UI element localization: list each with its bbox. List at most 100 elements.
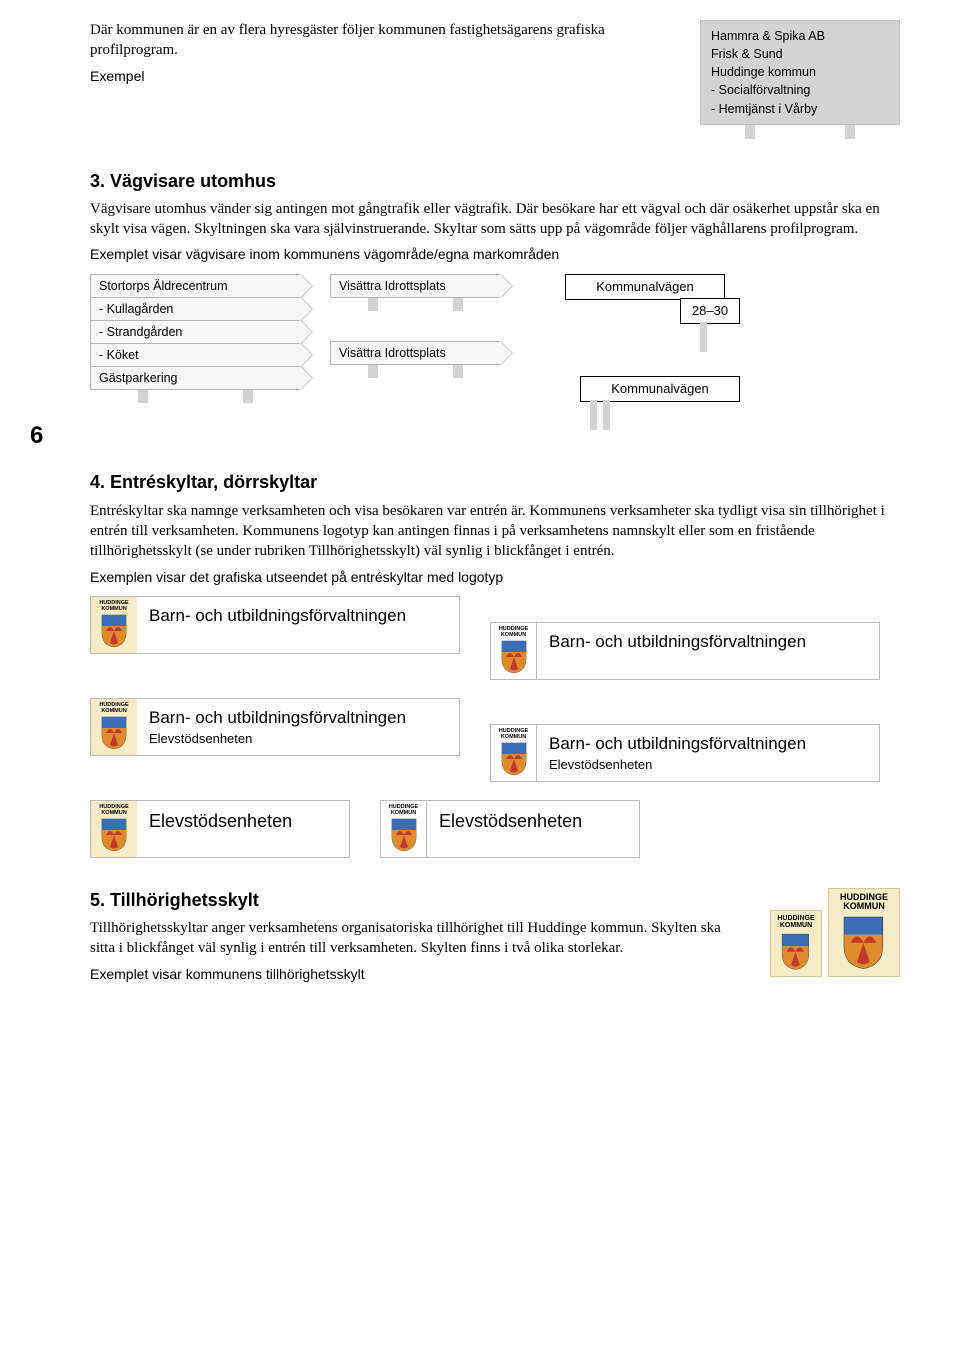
entre-content: Elevstödsenheten (137, 801, 349, 857)
example-sign-board: Hammra & Spika AB Frisk & Sund Huddinge … (700, 20, 900, 139)
arrow-sign-pair: Visättra Idrottsplats Visättra Idrottspl… (330, 274, 520, 378)
entre-sub-text: Elevstödsenheten (549, 756, 867, 774)
logo-box: HUDDINGE KOMMUN (491, 623, 537, 679)
entre-content: Elevstödsenheten (427, 801, 639, 857)
arrow-label: Stortorps Äldrecentrum (99, 278, 228, 295)
logo-card-pair: HUDDINGE KOMMUN HUDDINGE KOMMUN (760, 888, 900, 977)
board-line: Hammra & Spika AB (711, 27, 889, 45)
section4-caption: Exemplen visar det grafiska utseendet på… (90, 568, 900, 587)
board-line: Huddinge kommun (711, 63, 889, 81)
street-sign-number: 28–30 (680, 298, 740, 324)
section5-text: 5. Tillhörighetsskylt Tillhörighetsskylt… (90, 888, 740, 994)
entre-sign-white-small: HUDDINGE KOMMUN Elevstödsenheten (380, 800, 640, 858)
logo-label: HUDDINGE KOMMUN (491, 729, 536, 741)
sign-pole (565, 322, 725, 352)
section3-body: Vägvisare utomhus vänder sig antingen mo… (90, 199, 900, 240)
arrow-label: - Strandgården (99, 324, 182, 341)
entre-main-text: Barn- och utbildningsförvaltningen (149, 707, 447, 730)
arrow-label: - Kullagården (99, 301, 173, 318)
section3-heading: 3. Vägvisare utomhus (90, 169, 900, 193)
sign-legs (700, 125, 900, 139)
shield-icon (100, 715, 128, 751)
arrow-sign-single: Visättra Idrottsplats (330, 274, 520, 311)
shield-icon (100, 613, 128, 649)
section4-heading: 4. Entréskyltar, dörrskyltar (90, 470, 900, 494)
arrow-label: Visättra Idrottsplats (339, 345, 446, 362)
arrow-sign-single: Visättra Idrottsplats (330, 341, 520, 378)
arrow-sign: - Kullagården (90, 297, 300, 321)
intro-text: Där kommunen är en av flera hyresgäster … (90, 20, 670, 139)
section3-caption: Exemplet visar vägvisare inom kommunens … (90, 245, 900, 264)
entre-main-text: Elevstödsenheten (149, 809, 337, 833)
shield-icon (841, 914, 887, 972)
entre-main-text: Barn- och utbildningsförvaltningen (549, 631, 867, 654)
street-sign: Kommunalvägen (565, 274, 725, 300)
arrow-sign: - Strandgården (90, 320, 300, 344)
entre-sign-white: HUDDINGE KOMMUN Barn- och utbildningsför… (490, 622, 880, 680)
board-line: - Socialförvaltning (711, 81, 889, 99)
arrow-label: Gästparkering (99, 370, 178, 387)
section5-body: Tillhörighetsskyltar anger verksamhetens… (90, 918, 740, 959)
arrow-sign: - Köket (90, 343, 300, 367)
arrow-sign: Stortorps Äldrecentrum (90, 274, 300, 298)
page-number: 6 (30, 420, 43, 452)
logo-label: HUDDINGE KOMMUN (491, 627, 536, 639)
sign-legs (90, 389, 300, 403)
arrow-label: - Köket (99, 347, 139, 364)
entre-sign-cream-small: HUDDINGE KOMMUN Elevstödsenheten (90, 800, 350, 858)
entre-content: Barn- och utbildningsförvaltningen Elevs… (537, 725, 879, 781)
logo-box: HUDDINGE KOMMUN (91, 597, 137, 653)
street-sign-stack: Kommunalvägen 28–30 (550, 274, 740, 352)
logo-label: HUDDINGE KOMMUN (91, 703, 137, 715)
shield-icon (390, 817, 418, 853)
street-sign-single: Kommunalvägen (580, 376, 740, 430)
section5: 5. Tillhörighetsskylt Tillhörighetsskylt… (90, 888, 900, 994)
board-line: - Hemtjänst i Vårby (711, 100, 889, 118)
logo-box: HUDDINGE KOMMUN (491, 725, 537, 781)
shield-icon (500, 741, 528, 777)
logo-label: HUDDINGE KOMMUN (775, 915, 817, 930)
intro-row: Där kommunen är en av flera hyresgäster … (90, 20, 900, 139)
logo-box: HUDDINGE KOMMUN (91, 801, 137, 857)
entre-main-text: Barn- och utbildningsförvaltningen (549, 733, 867, 756)
entre-sign-cream: HUDDINGE KOMMUN Barn- och utbildningsför… (90, 596, 460, 654)
entre-content: Barn- och utbildningsförvaltningen (537, 623, 879, 679)
entre-sub-text: Elevstödsenheten (149, 730, 447, 748)
entre-content: Barn- och utbildningsförvaltningen (137, 597, 459, 653)
logo-label: HUDDINGE KOMMUN (91, 601, 137, 613)
sign-legs (330, 364, 500, 378)
logo-card-small: HUDDINGE KOMMUN (770, 910, 822, 977)
shield-icon (500, 639, 528, 675)
entre-main-text: Elevstödsenheten (439, 809, 627, 833)
entre-content: Barn- och utbildningsförvaltningen Elevs… (137, 699, 459, 755)
board-line: Frisk & Sund (711, 45, 889, 63)
logo-box: HUDDINGE KOMMUN (381, 801, 427, 857)
logo-label: HUDDINGE KOMMUN (381, 805, 426, 817)
sign-poles (580, 400, 740, 430)
logo-label: HUDDINGE KOMMUN (91, 805, 137, 817)
section3-signs-row: Stortorps Äldrecentrum - Kullagården - S… (90, 274, 900, 430)
sign-legs (330, 297, 500, 311)
sign-board: Hammra & Spika AB Frisk & Sund Huddinge … (700, 20, 900, 125)
entre-row-3: HUDDINGE KOMMUN Elevstödsenheten HUDDING… (90, 800, 900, 858)
shield-icon (780, 932, 812, 972)
example-label: Exempel (90, 67, 670, 86)
logo-label: HUDDINGE KOMMUN (833, 893, 895, 912)
intro-paragraph: Där kommunen är en av flera hyresgäster … (90, 20, 670, 61)
street-sign-group: Kommunalvägen 28–30 Kommunalvägen (550, 274, 740, 430)
street-sign: Kommunalvägen (580, 376, 740, 402)
logo-card-big: HUDDINGE KOMMUN (828, 888, 900, 977)
entre-row-1: HUDDINGE KOMMUN Barn- och utbildningsför… (90, 596, 900, 680)
entre-main-text: Barn- och utbildningsförvaltningen (149, 605, 447, 628)
entre-row-2: HUDDINGE KOMMUN Barn- och utbildningsför… (90, 698, 900, 782)
entre-sign-white: HUDDINGE KOMMUN Barn- och utbildningsför… (490, 724, 880, 782)
shield-icon (100, 817, 128, 853)
arrow-label: Visättra Idrottsplats (339, 278, 446, 295)
section5-heading: 5. Tillhörighetsskylt (90, 888, 740, 912)
arrow-sign-stack: Stortorps Äldrecentrum - Kullagården - S… (90, 274, 300, 403)
logo-box: HUDDINGE KOMMUN (91, 699, 137, 755)
arrow-sign: Gästparkering (90, 366, 300, 390)
section5-caption: Exemplet visar kommunens tillhörighetssk… (90, 965, 740, 984)
section4-body: Entréskyltar ska namnge verksamheten och… (90, 501, 900, 562)
entre-sign-cream: HUDDINGE KOMMUN Barn- och utbildningsför… (90, 698, 460, 756)
